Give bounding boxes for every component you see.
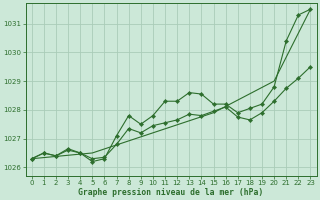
X-axis label: Graphe pression niveau de la mer (hPa): Graphe pression niveau de la mer (hPa) bbox=[78, 188, 264, 197]
